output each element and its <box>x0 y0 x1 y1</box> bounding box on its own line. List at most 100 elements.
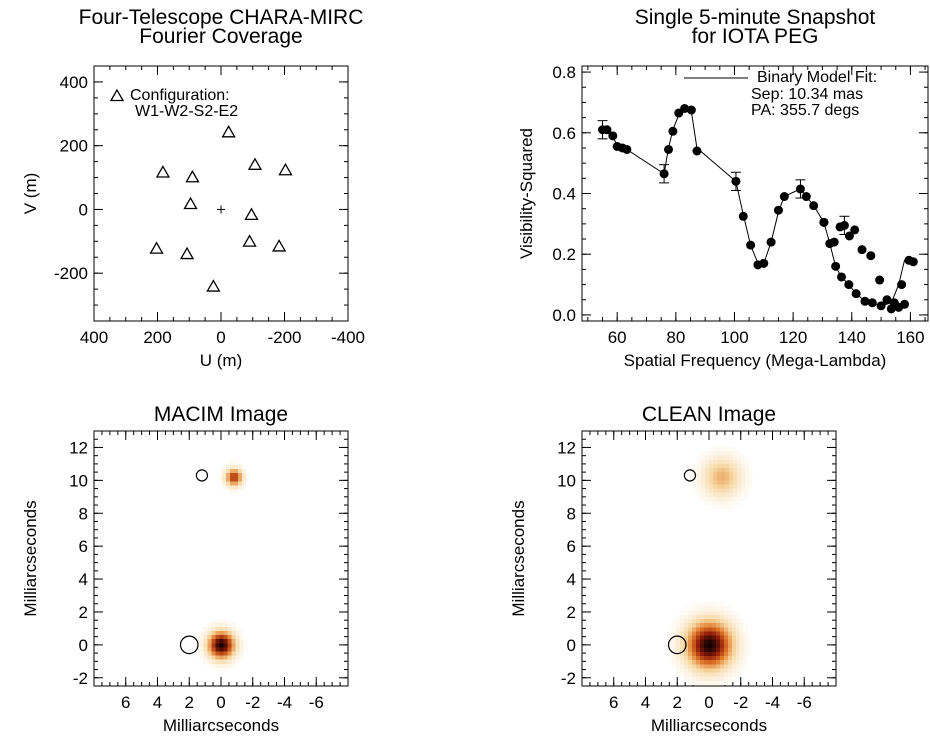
image-pixel <box>675 630 681 636</box>
image-pixel <box>731 667 736 673</box>
image-pixel <box>700 492 706 497</box>
image-pixel <box>237 480 242 486</box>
image-pixel <box>728 446 733 452</box>
uv-point <box>278 162 293 176</box>
image-pixel <box>716 483 721 489</box>
image-pixel <box>712 488 717 493</box>
image-pixel <box>695 634 700 640</box>
image-pixel <box>723 659 728 665</box>
image-pixel <box>703 634 708 640</box>
image-pixel <box>715 651 720 657</box>
chart-title: MACIM Image <box>154 403 288 426</box>
image-pixel <box>720 496 725 501</box>
image-pixel <box>704 463 710 469</box>
y-tick-label: 0 <box>79 200 88 219</box>
image-pixel <box>740 467 745 473</box>
image-pixel <box>233 489 238 494</box>
image-pixel <box>692 483 698 489</box>
image-pixel <box>719 663 724 669</box>
image-pixel <box>687 626 693 632</box>
data-point <box>819 217 829 227</box>
image-pixel <box>703 610 708 615</box>
image-pixel <box>214 618 220 623</box>
image-pixel <box>743 622 748 628</box>
image-pixel <box>222 626 228 631</box>
image-pixel <box>723 614 728 620</box>
image-pixel <box>238 630 244 635</box>
image-pixel <box>230 659 236 664</box>
image-pixel <box>237 472 242 478</box>
image-pixel <box>695 630 700 636</box>
image-pixel <box>214 646 220 652</box>
y-tick-label: 6 <box>79 537 88 556</box>
image-pixel <box>696 471 702 477</box>
image-pixel <box>728 455 733 460</box>
image-pixel <box>210 646 216 652</box>
image-pixel <box>723 626 728 632</box>
x-axis-label: Milliarcseconds <box>163 716 279 735</box>
image-pixel <box>207 655 212 660</box>
image-pixel <box>720 475 725 481</box>
y-tick-label: 2 <box>567 603 576 622</box>
image-pixel <box>699 680 704 685</box>
image-pixel <box>203 646 208 652</box>
x-tick-label: 140 <box>838 328 866 347</box>
image-pixel <box>210 659 216 664</box>
uv-point <box>271 239 287 252</box>
image-pixel <box>699 610 704 615</box>
image-pixel <box>724 488 729 493</box>
image-pixel <box>700 471 706 477</box>
image-pixel <box>712 467 717 473</box>
image-pixel <box>712 479 717 485</box>
image-pixel <box>203 655 208 660</box>
image-pixel <box>679 659 685 665</box>
data-point <box>900 299 910 309</box>
image-pixel <box>699 676 704 681</box>
image-pixel <box>241 476 246 482</box>
image-pixel <box>695 651 700 657</box>
x-tick-label: -4 <box>765 693 780 712</box>
image-pixel <box>226 655 232 660</box>
image-pixel <box>748 483 753 489</box>
image-pixel <box>242 642 248 648</box>
image-pixel <box>736 463 741 469</box>
image-pixel <box>711 634 716 640</box>
image-pixel <box>687 672 693 677</box>
data-point <box>680 104 690 113</box>
image-pixel <box>221 480 226 486</box>
image-pixel <box>671 655 677 661</box>
image-pixel <box>711 602 716 607</box>
image-pixel <box>731 634 736 640</box>
image-pixel <box>229 460 234 465</box>
y-tick-label: 200 <box>60 137 88 156</box>
image-pixel <box>241 464 246 469</box>
image-pixel <box>687 630 693 636</box>
image-pixel <box>217 476 222 482</box>
image-pixel <box>207 650 212 656</box>
image-pixel <box>222 618 228 623</box>
image-pixel <box>691 610 697 615</box>
image-pixel <box>218 659 224 664</box>
image-pixel <box>218 646 224 652</box>
image-pixel <box>679 651 685 657</box>
image-pixel <box>691 618 697 624</box>
image-pixel <box>715 659 720 665</box>
image-pixel <box>728 483 733 489</box>
image-pixel <box>683 614 689 620</box>
image-pixel <box>711 659 716 665</box>
image-pixel <box>203 638 208 644</box>
image-pixel <box>744 479 749 485</box>
image-pixel <box>727 676 732 681</box>
image-pixel <box>724 496 729 501</box>
image-pixel <box>218 650 224 656</box>
image-pixel <box>736 479 741 485</box>
image-pixel <box>667 639 673 644</box>
image-pixel <box>671 663 677 669</box>
image-pixel <box>728 459 733 464</box>
image-pixel <box>687 659 693 665</box>
data-point <box>897 280 907 290</box>
image-pixel <box>731 630 736 636</box>
uv-point <box>179 246 195 260</box>
image-pixel <box>727 647 732 652</box>
image-pixel <box>724 471 729 477</box>
